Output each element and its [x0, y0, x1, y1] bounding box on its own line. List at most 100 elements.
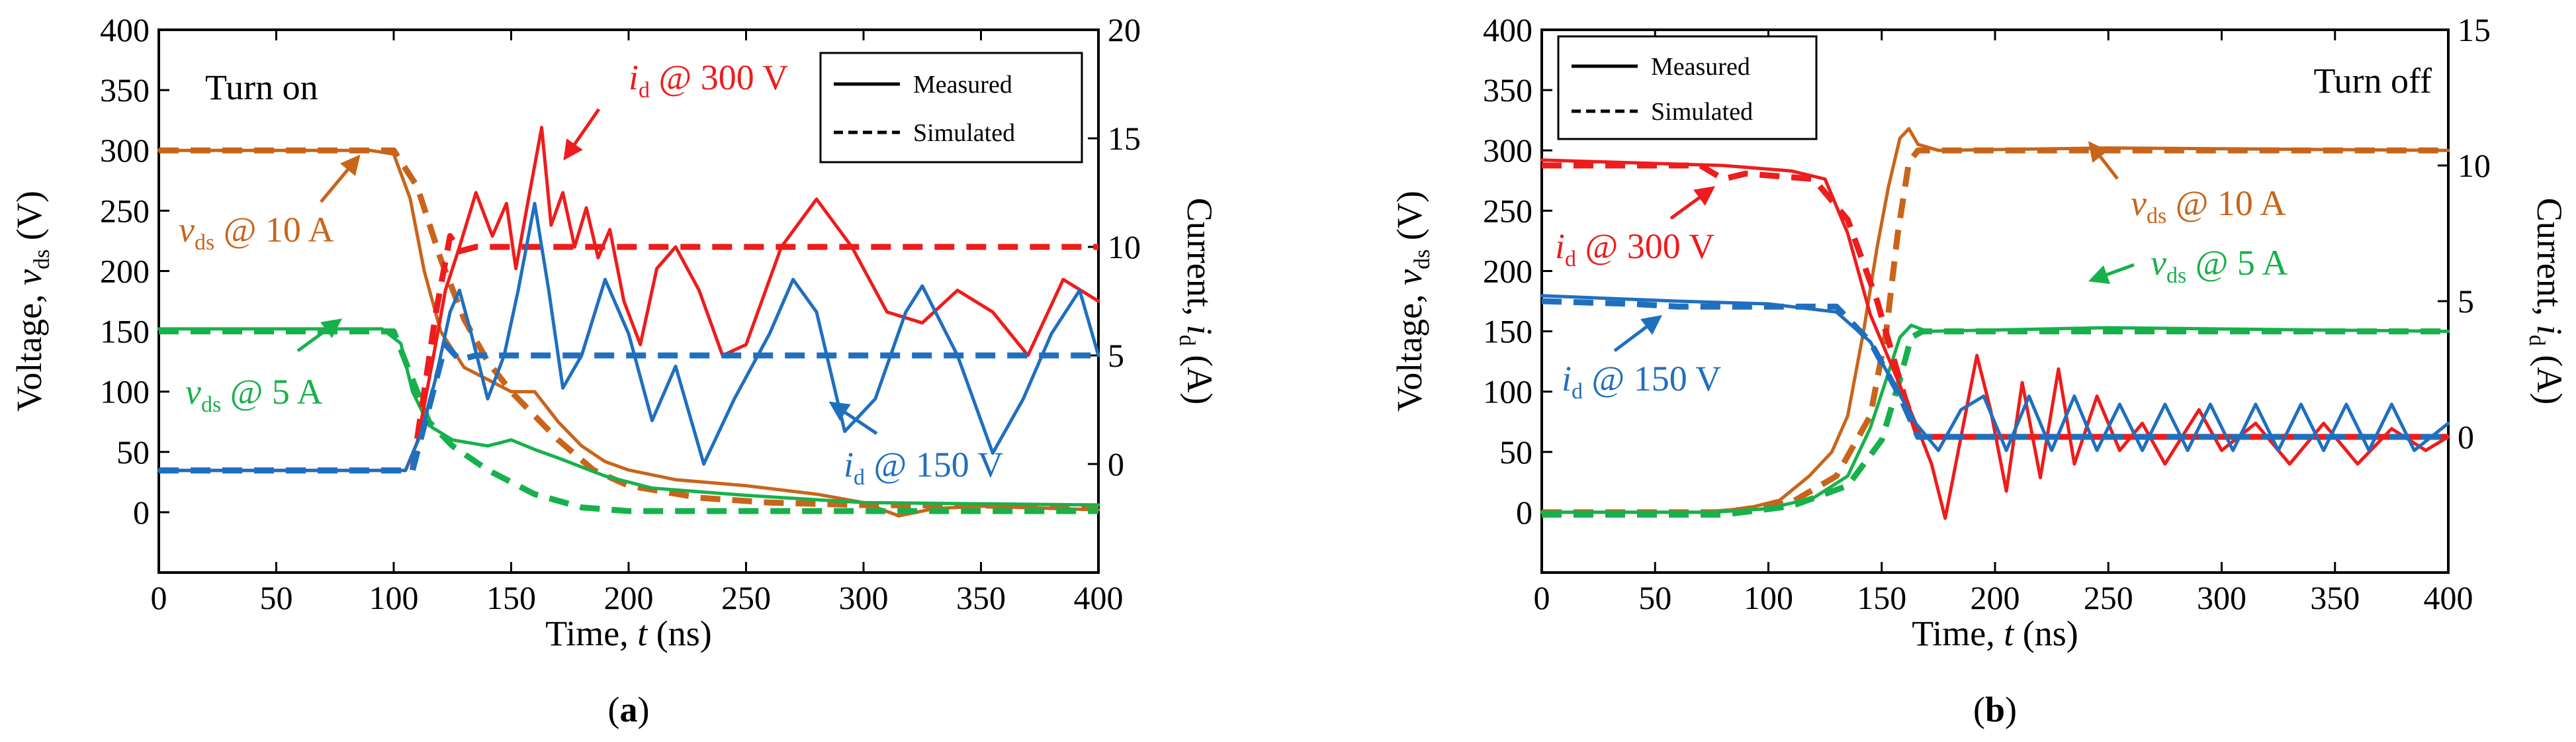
- panel-b-y-left-tick-label: 100: [1483, 373, 1532, 410]
- panel-b-y-left-tick-label: 400: [1483, 11, 1532, 48]
- panel-b-annotation-vds-10a-label: vds @ 10 A: [2131, 183, 2286, 228]
- panel-b-x-tick-label: 350: [2310, 579, 2360, 616]
- panel-a-annotation-id-150-arrow: [828, 401, 878, 436]
- panel-b-annotation-vds-10a: vds @ 10 A: [2088, 141, 2286, 228]
- panel-b-y-left-tick-label: 300: [1483, 132, 1532, 169]
- panel-a-annotation-vds-5a: vds @ 5 A: [185, 318, 343, 417]
- panel-b-title: Turn off: [2313, 61, 2432, 101]
- panel-b-series-id-300-v-simulated: [1542, 162, 2448, 440]
- panel-b-series-vds-5-a-measured: [1540, 323, 2450, 514]
- panel-a-series-vds-10-a-simulated: [159, 147, 1099, 510]
- panel-a-y-left-tick-label: 150: [100, 313, 150, 350]
- panel-a-annotation-id-150-label: id @ 150 V: [844, 445, 1003, 490]
- panel-b-chart: 0 50 100 150 200 250 300 350 4000501001502002503…: [1390, 11, 2569, 729]
- panel-b-legend-measured-label: Measured: [1651, 53, 1750, 81]
- panel-a-x-tick-label: 250: [721, 579, 771, 616]
- panel-a-annotation-id-300-arrow: [563, 108, 601, 161]
- panel-a-y-right-tick-label: 15: [1108, 120, 1141, 157]
- panel-b-annotation-vds-5a-label: vds @ 5 A: [2151, 243, 2287, 288]
- panel-a-series-id-300-v-simulated: [159, 233, 1098, 474]
- panel-a-y-left-tick-label: 350: [100, 71, 150, 109]
- panel-b-y-right-tick-label: 5: [2458, 283, 2474, 320]
- panel-b-x-tick-label: 400: [2424, 579, 2473, 616]
- panel-a-y-left-tick-label: 100: [100, 373, 150, 410]
- panel-b-series-id-300-v-measured: [1540, 158, 2450, 520]
- panel-b-y-left-tick-label: 150: [1483, 313, 1532, 350]
- panel-b-tick-labels: 0 50 100 150 200 250 300 350 4000501001502002503…: [1483, 11, 2491, 616]
- panel-a-legend-box: [819, 52, 1083, 163]
- panel-a-x-tick-label: 350: [956, 579, 1006, 616]
- panel-a-series-id-300-v-measured: [157, 126, 1100, 473]
- panel-a-y-left-tick-label: 0: [133, 494, 150, 531]
- panel-a-x-tick-label: 200: [604, 579, 654, 616]
- panel-a-title: Turn on: [205, 68, 318, 107]
- panel-b-annotation-vds-10a-arrow: [2088, 141, 2119, 180]
- panel-a-x-tick-label: 0: [151, 579, 167, 616]
- panel-a-chart: 0 50 100 150 200 250 300 350 4000501001502002503…: [9, 11, 1220, 729]
- panel-a-y-right-tick-label: 20: [1108, 11, 1141, 48]
- panel-a-annotation-id-150: id @ 150 V: [828, 401, 1003, 490]
- panel-b-annotation-id-300-label: id @ 300 V: [1555, 226, 1714, 271]
- panel-a-series-id-150-v-measured: [157, 201, 1100, 473]
- panel-a-legend-measured-label: Measured: [913, 71, 1012, 99]
- panel-a-legend-simulated-label: Simulated: [913, 119, 1015, 147]
- panel-b-x-axis-label: Time, t (ns): [1912, 614, 2078, 653]
- panel-b-y-right-tick-label: 10: [2458, 147, 2491, 184]
- panel-a-y-left-tick-label: 250: [100, 192, 150, 229]
- panel-a-y-axis-right-label: Current, id (A): [1175, 198, 1220, 404]
- panel-b-series-vds-10-a-simulated: [1542, 147, 2448, 516]
- panel-a-y-right-tick-label: 5: [1108, 337, 1124, 374]
- panel-a-series-vds-5-a-simulated: [159, 328, 1098, 514]
- panel-a-annotation-vds-10a: vds @ 10 A: [179, 154, 361, 255]
- panel-a-series: [157, 126, 1100, 518]
- panel-a-annotation-vds-5a-label: vds @ 5 A: [185, 372, 322, 417]
- panel-b-annotation-id-150-arrow: [1613, 315, 1662, 352]
- panel-b-annotation-id-150-label: id @ 150 V: [1562, 359, 1721, 404]
- panel-b-tick-marks: [1540, 28, 2450, 573]
- panel-b-y-left-tick-label: 0: [1516, 494, 1532, 531]
- panel-a-y-left-tick-label: 300: [100, 132, 150, 169]
- panel-b-series-vds-5-a-simulated: [1542, 328, 2448, 518]
- panel-a-x-tick-label: 400: [1074, 579, 1124, 616]
- panel-a-x-tick-label: 100: [369, 579, 419, 616]
- panel-a-label: (a): [608, 690, 650, 729]
- panel-b-legend-simulated-label: Simulated: [1651, 98, 1753, 126]
- panel-b-x-tick-label: 200: [1971, 579, 2020, 616]
- panel-b-annotation-vds-5a-arrow: [2088, 263, 2135, 284]
- panel-b-y-left-tick-label: 350: [1483, 71, 1532, 109]
- panel-a-y-right-tick-label: 10: [1108, 228, 1141, 265]
- panel-b-y-left-tick-label: 250: [1483, 192, 1532, 229]
- panel-a-legend: Measured Simulated: [819, 52, 1083, 163]
- panel-b-legend: Measured Simulated: [1557, 35, 1818, 140]
- panel-a-y-right-tick-label: 0: [1108, 445, 1124, 483]
- panel-b-annotation-id-300-arrow: [1669, 186, 1716, 220]
- panel-b-x-tick-label: 250: [2084, 579, 2133, 616]
- panel-a-annotation-id-300: id @ 300 V: [563, 58, 788, 161]
- panel-b-x-tick-label: 100: [1744, 579, 1793, 616]
- panel-b-annotation-id-300: id @ 300 V: [1555, 186, 1716, 271]
- panel-b-annotation-id-150: id @ 150 V: [1562, 315, 1721, 404]
- panel-b-x-tick-label: 0: [1534, 579, 1550, 616]
- panel-b-y-axis-right-label: Current, id (A): [2524, 198, 2569, 404]
- panel-a-annotation-id-300-label: id @ 300 V: [629, 58, 788, 103]
- panel-b-legend-box: [1557, 35, 1818, 140]
- panel-a-annotation-vds-5a-arrow: [296, 318, 343, 353]
- panel-b-series: [1540, 126, 2450, 520]
- panel-a-y-left-tick-label: 200: [100, 252, 150, 289]
- panel-a-y-axis-left-label: Voltage, vds (V): [9, 191, 54, 412]
- panel-a-y-left-tick-label: 400: [100, 11, 150, 48]
- panel-b-x-tick-label: 150: [1857, 579, 1906, 616]
- panel-a-annotation-vds-10a-arrow: [320, 154, 361, 203]
- panel-b-x-tick-label: 50: [1638, 579, 1671, 616]
- panel-a-series-id-150-v-simulated: [159, 342, 1098, 474]
- panel-b-y-right-tick-label: 15: [2458, 11, 2491, 48]
- panel-b-x-tick-label: 300: [2197, 579, 2246, 616]
- panel-a-annotation-vds-10a-label: vds @ 10 A: [179, 210, 333, 255]
- panel-b-y-axis-left-label: Voltage, vds (V): [1390, 191, 1435, 412]
- panel-a-x-tick-label: 50: [260, 579, 293, 616]
- panel-b-y-right-tick-label: 0: [2458, 418, 2474, 455]
- panel-b-annotation-vds-5a: vds @ 5 A: [2088, 243, 2287, 288]
- panel-a-x-tick-label: 150: [486, 579, 536, 616]
- panel-b-series-vds-10-a-measured: [1540, 126, 2450, 514]
